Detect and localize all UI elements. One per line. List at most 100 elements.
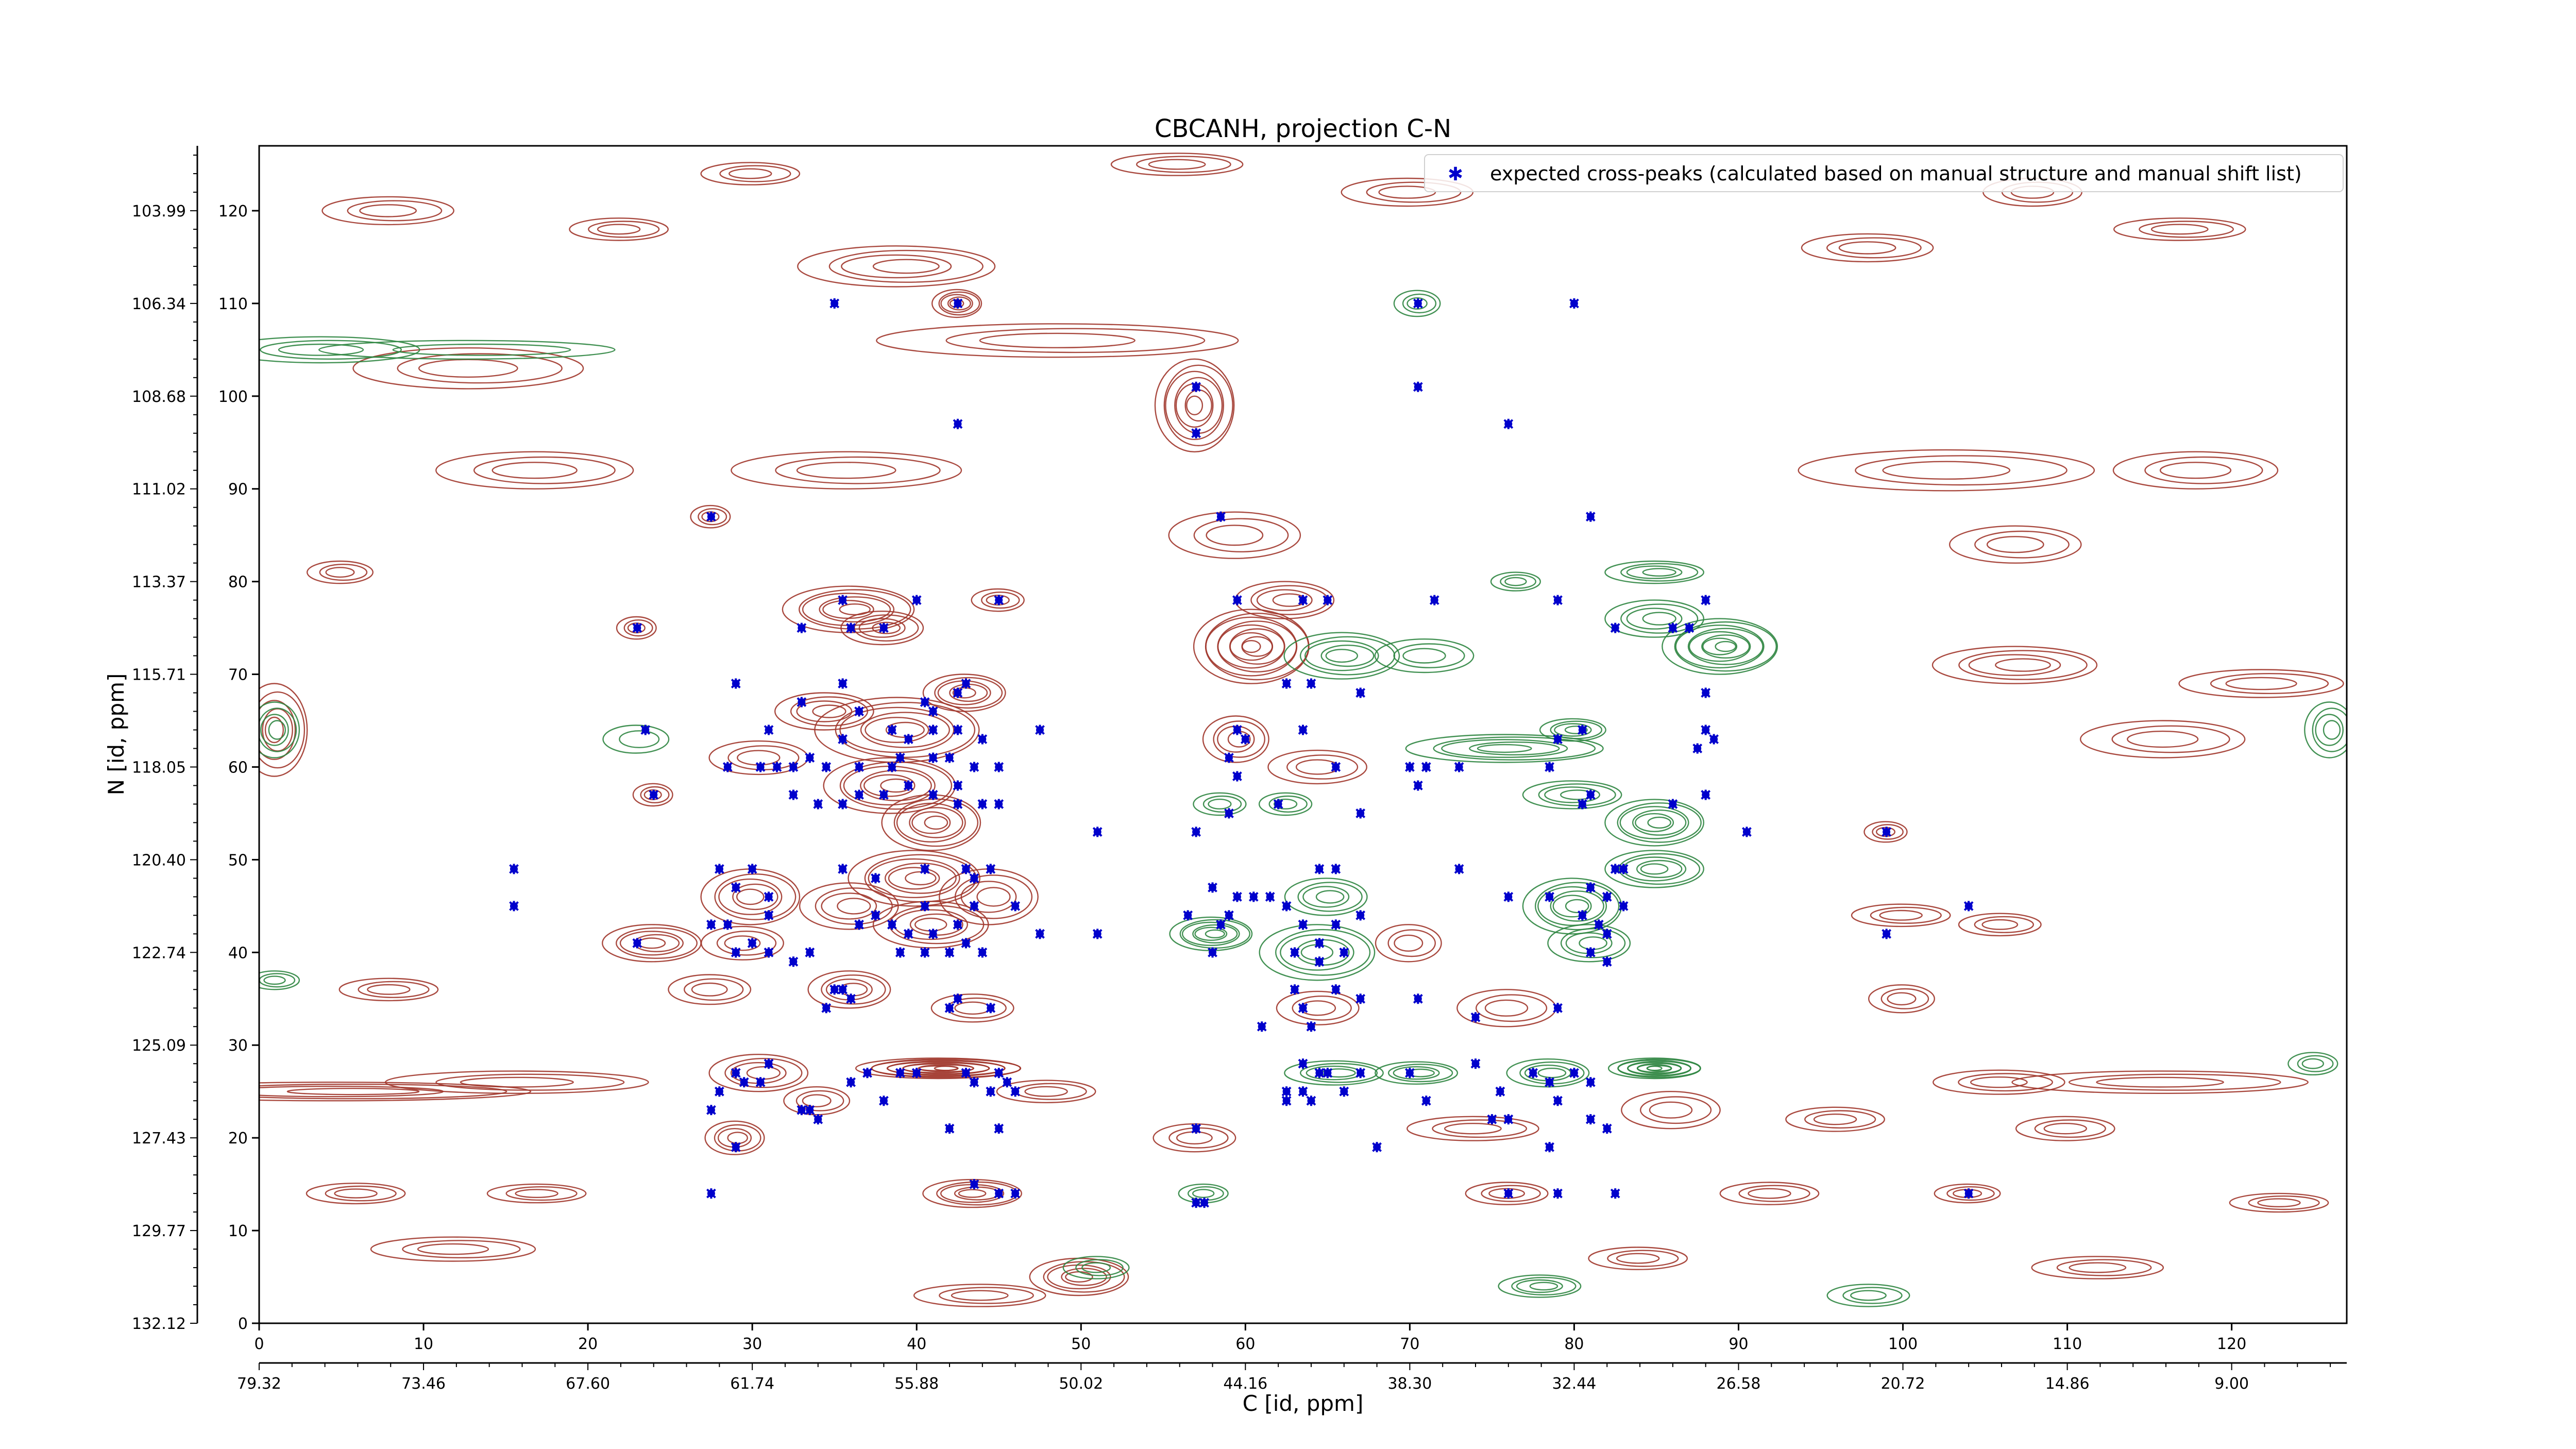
cross-peak-marker (764, 947, 774, 958)
cross-peak-marker (1545, 1142, 1554, 1153)
cross-peak-marker (1355, 808, 1366, 819)
x-ppm-tick-label: 9.00 (2214, 1375, 2249, 1393)
cross-peak-marker (1701, 595, 1711, 605)
cross-peak-marker (1232, 595, 1242, 605)
cross-peak-marker (944, 752, 955, 763)
cross-peak-marker (953, 418, 963, 429)
cross-peak-marker (1585, 511, 1596, 522)
contour-blob (2113, 217, 2246, 241)
cross-peak-marker (1594, 919, 1604, 930)
y-ppm-tick-label: 113.37 (132, 574, 186, 592)
contour-blob (1547, 924, 1631, 963)
y-index-tick-label: 90 (228, 481, 248, 499)
y-index-tick-label: 40 (228, 944, 248, 962)
contour-blob (1168, 511, 1301, 559)
cross-peak-marker (1306, 1021, 1316, 1032)
cross-peak-marker (1331, 762, 1341, 772)
cross-peak-marker (714, 864, 724, 874)
cross-peak-marker (739, 1077, 749, 1088)
cross-peak-marker (920, 901, 930, 912)
contour-blob (1798, 449, 2095, 492)
contour-blob (797, 245, 996, 288)
cross-peak-marker (1585, 947, 1596, 958)
x-ppm-tick-label: 44.16 (1223, 1375, 1267, 1393)
cross-peak-marker (920, 864, 930, 874)
contour-blob (1284, 878, 1368, 916)
cross-peak-marker (903, 734, 913, 745)
contour-blob (1154, 358, 1235, 452)
cross-peak-marker (1503, 1114, 1514, 1125)
cross-peak-marker (706, 511, 716, 522)
cross-peak-marker (1963, 901, 1974, 912)
cross-peak-marker (1610, 864, 1620, 874)
x-index-tick-label: 20 (578, 1335, 598, 1353)
contour-blob (352, 347, 584, 390)
cross-peak-marker (994, 799, 1004, 810)
y-ppm-tick-label: 118.05 (132, 759, 186, 777)
contour-blob (1202, 715, 1269, 763)
contour-blob (1588, 1246, 1688, 1270)
cross-peak-marker (1553, 595, 1563, 605)
cross-peak-marker (928, 929, 938, 939)
cross-peak-marker (1010, 901, 1021, 912)
x-ppm-tick-label: 32.44 (1552, 1375, 1596, 1393)
cross-peak-marker (1002, 1077, 1012, 1088)
cross-peak-marker (838, 984, 848, 995)
cross-peak-marker (1404, 762, 1415, 772)
contour-blob (1958, 913, 2042, 937)
cross-peak-marker (953, 687, 963, 698)
cross-peak-marker (1339, 1086, 1349, 1097)
cross-peak-marker (1191, 1123, 1201, 1134)
contour-blob (338, 978, 439, 1002)
contour-blob (881, 794, 981, 851)
cross-peak-marker (903, 780, 913, 791)
contour-blob (704, 1120, 765, 1155)
contour-blob (1851, 903, 1951, 928)
cross-peak-marker (1404, 1068, 1415, 1079)
cross-peak-marker (994, 1068, 1004, 1079)
x-index-tick-label: 50 (1071, 1335, 1091, 1353)
cross-peak-marker (1257, 1021, 1267, 1032)
cross-peak-marker (1232, 891, 1242, 902)
cross-peak-marker (1010, 1086, 1021, 1097)
cross-peak-marker (1199, 1198, 1209, 1208)
cross-peak-marker (1553, 1096, 1563, 1106)
cross-peak-marker (649, 789, 659, 800)
cross-peak-marker (1701, 789, 1711, 800)
y-index-tick-label: 110 (218, 295, 248, 313)
cross-peak-marker (1323, 595, 1333, 605)
contour-blob (1283, 632, 1400, 680)
contour-blob (1539, 718, 1606, 742)
cross-peak-marker (755, 762, 766, 772)
y-ppm-tick-label: 129.77 (132, 1222, 186, 1240)
cross-peak-marker (1545, 1077, 1554, 1088)
x-index-tick-label: 90 (1728, 1335, 1748, 1353)
contour-blob (774, 692, 874, 731)
cross-peak-marker (747, 864, 757, 874)
cross-peak-marker (977, 947, 988, 958)
cross-peak-marker (1314, 864, 1325, 874)
cross-peak-marker (953, 799, 963, 810)
cross-peak-marker (821, 762, 832, 772)
cross-peak-marker (731, 1068, 741, 1079)
cross-peak-marker (1585, 1077, 1596, 1088)
contour-blob (1934, 1183, 2001, 1204)
cross-peak-marker (829, 984, 840, 995)
cross-peak-marker (1232, 771, 1242, 782)
cross-peak-marker (714, 1086, 724, 1097)
cross-peak-marker (1290, 984, 1300, 995)
contour-blob (1948, 525, 2082, 564)
cross-peak-marker (1224, 808, 1234, 819)
y-index-tick-label: 80 (228, 574, 248, 592)
contour-blob (708, 1053, 809, 1092)
y-ppm-tick-label: 103.99 (132, 203, 186, 221)
cross-peak-marker (722, 762, 733, 772)
contour-blob (259, 336, 420, 364)
y-ppm-tick-label: 120.40 (132, 851, 186, 869)
cross-peak-marker (895, 752, 905, 763)
cross-peak-marker (1470, 1012, 1481, 1023)
cross-peak-marker (1618, 864, 1629, 874)
contour-blob (1406, 1116, 1539, 1141)
cross-peak-marker (1429, 595, 1439, 605)
cross-peak-marker (1668, 799, 1678, 810)
